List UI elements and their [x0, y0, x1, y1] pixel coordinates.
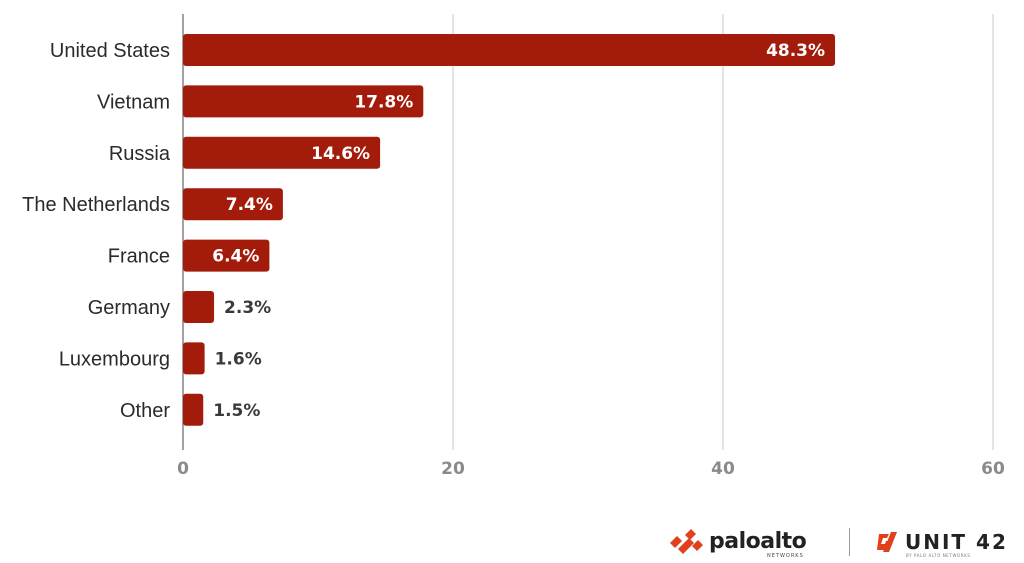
category-label: Russia	[109, 143, 171, 165]
gridlines	[182, 14, 994, 450]
data-label: 1.5%	[213, 401, 260, 421]
unit42-logo-icon	[877, 532, 897, 552]
category-label: United States	[50, 40, 170, 62]
bar	[183, 136, 381, 169]
unit42-brand: UNIT 42	[875, 525, 1008, 559]
paloalto-brand: paloalto	[668, 525, 807, 559]
data-label: 1.6%	[215, 349, 262, 369]
bar	[183, 393, 204, 426]
paloalto-wordmark: paloalto	[709, 529, 807, 554]
category-label: Germany	[88, 297, 170, 319]
brand-divider	[849, 528, 850, 556]
bar-chart: 48.3% 17.8% 14.6% 7.4% 6.4% 2.3% 1.6% 1.5% 0 20 4…	[22, 14, 1005, 479]
category-label: Other	[120, 400, 170, 422]
bar	[183, 239, 270, 272]
x-axis: 0 20 40 60 United States Vietnam Russia The Net…	[22, 40, 1005, 479]
x-tick-label: 40	[711, 459, 735, 479]
unit42-wordmark: UNIT 42	[905, 530, 1008, 554]
data-label: 14.6%	[311, 144, 370, 164]
x-tick-label: 60	[981, 459, 1005, 479]
category-label: Vietnam	[97, 91, 170, 113]
bar	[183, 85, 424, 118]
category-label: Luxembourg	[59, 348, 170, 370]
bar	[183, 188, 283, 221]
data-label: 48.3%	[766, 41, 825, 61]
data-label: 7.4%	[226, 195, 273, 215]
x-tick-label: 0	[177, 459, 189, 479]
data-label: 17.8%	[354, 92, 413, 112]
unit42-sub: BY PALO ALTO NETWORKS	[906, 553, 971, 558]
data-label: 2.3%	[224, 298, 271, 318]
paloalto-logo-icon	[670, 529, 703, 554]
data-label: 6.4%	[212, 247, 259, 267]
category-label: The Netherlands	[22, 194, 170, 216]
x-tick-label: 20	[441, 459, 465, 479]
category-label: France	[108, 246, 170, 268]
paloalto-sub: NETWORKS	[767, 553, 804, 559]
bar	[183, 291, 215, 323]
bars: 48.3% 17.8% 14.6% 7.4% 6.4% 2.3% 1.6% 1.5%	[183, 34, 836, 426]
bar	[183, 34, 836, 66]
bar	[183, 342, 205, 375]
brand-footer: paloalto NETWORKS UNIT 42 BY PALO ALTO N…	[668, 522, 1018, 562]
